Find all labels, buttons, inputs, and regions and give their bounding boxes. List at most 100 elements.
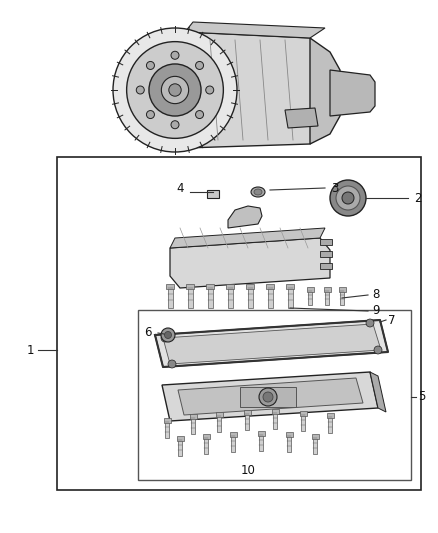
Bar [339,287,346,292]
Bar [244,410,251,415]
Bar [167,288,173,308]
Polygon shape [185,22,325,38]
Circle shape [195,110,204,118]
Bar [307,287,314,292]
Bar [57,157,421,490]
Circle shape [146,61,155,69]
Bar [325,291,329,305]
Bar [300,411,307,416]
Text: 2: 2 [414,191,422,205]
Polygon shape [162,372,378,421]
Polygon shape [170,228,325,248]
Circle shape [263,392,273,402]
Circle shape [161,76,189,103]
Bar [165,422,169,438]
Text: 1: 1 [26,343,34,357]
Bar [191,418,195,434]
Circle shape [171,51,179,59]
Ellipse shape [251,187,265,197]
Bar [268,288,272,308]
Bar [287,288,293,308]
Circle shape [259,388,277,406]
Text: 5: 5 [418,391,426,403]
Polygon shape [163,324,381,364]
Bar [186,284,194,289]
Bar [190,414,197,419]
Circle shape [169,84,181,96]
Bar [202,434,209,439]
Bar [245,414,249,430]
Bar [246,284,254,289]
Bar [340,291,344,305]
Bar [324,287,331,292]
Bar [187,288,192,308]
Circle shape [161,334,169,342]
Bar [226,284,234,289]
Polygon shape [185,32,320,148]
Bar [272,409,279,414]
Circle shape [330,180,366,216]
Bar [258,431,265,436]
Bar [313,438,317,454]
Bar [240,387,296,407]
Circle shape [342,192,354,204]
Bar [206,284,214,289]
Bar [286,432,293,437]
Bar [178,440,182,456]
Bar [320,263,332,269]
Text: 9: 9 [372,304,380,318]
Polygon shape [370,372,386,412]
Bar [287,436,291,452]
Bar [301,415,305,431]
Bar [259,435,263,451]
Polygon shape [228,206,262,228]
Text: 7: 7 [388,313,396,327]
Bar [204,438,208,454]
Circle shape [374,346,382,354]
Bar [311,434,318,439]
Bar [286,284,294,289]
Bar [215,412,223,417]
Circle shape [366,319,374,327]
Circle shape [171,120,179,129]
Text: 8: 8 [372,288,380,302]
Bar [163,418,170,423]
Bar [208,288,212,308]
Polygon shape [170,238,330,288]
Circle shape [336,186,360,210]
Circle shape [206,86,214,94]
Polygon shape [285,108,318,128]
Circle shape [149,64,201,116]
Circle shape [161,328,175,342]
Bar [207,190,219,198]
Bar [217,416,221,432]
Bar [328,417,332,433]
Circle shape [195,61,204,69]
Bar [266,284,274,289]
Bar [227,288,233,308]
Bar [230,432,237,437]
Bar [320,251,332,257]
Circle shape [113,28,237,152]
Bar [273,413,277,429]
Polygon shape [178,378,363,415]
Circle shape [165,332,172,338]
Circle shape [146,110,155,118]
Text: 3: 3 [331,182,339,195]
Circle shape [136,86,144,94]
Polygon shape [310,38,340,144]
Bar [166,284,174,289]
Text: 10: 10 [240,464,255,477]
Bar [326,413,333,418]
Bar [177,436,184,441]
Bar [320,239,332,245]
Circle shape [127,42,223,139]
Bar [308,291,312,305]
Polygon shape [330,70,375,116]
Bar [231,436,235,452]
Bar [247,288,252,308]
Ellipse shape [254,189,262,195]
Circle shape [168,360,176,368]
Text: 4: 4 [176,182,184,195]
Bar [138,310,411,480]
